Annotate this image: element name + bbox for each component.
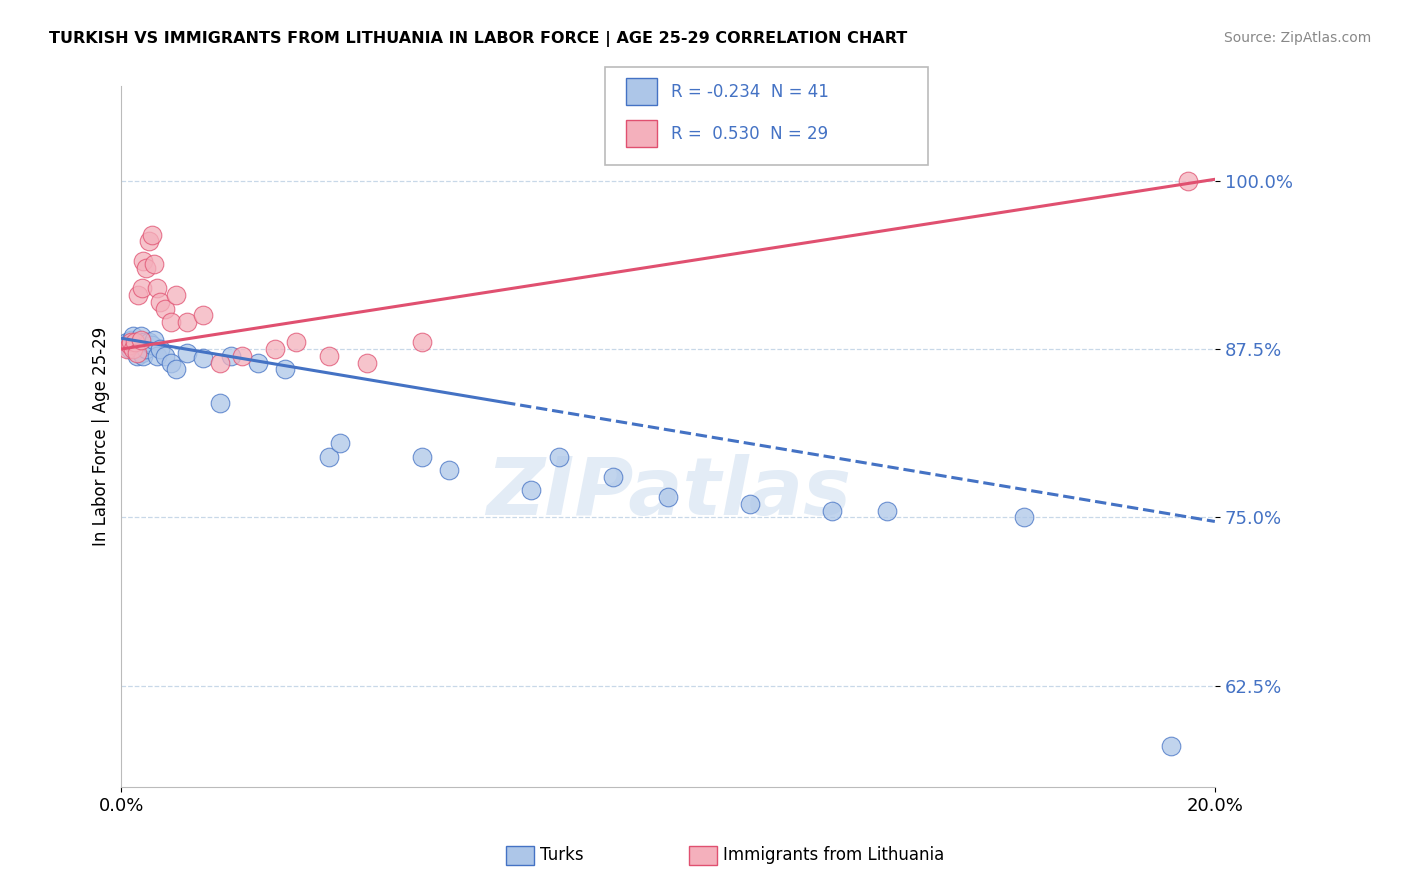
Point	[125, 349, 148, 363]
Point	[159, 315, 181, 329]
Text: R = -0.234  N = 41: R = -0.234 N = 41	[671, 83, 828, 101]
Point	[193, 309, 215, 323]
Point	[135, 342, 157, 356]
Point	[193, 351, 215, 366]
Point	[356, 355, 378, 369]
Point	[138, 234, 160, 248]
Point	[1160, 739, 1182, 754]
Point	[146, 349, 169, 363]
Point	[318, 349, 340, 363]
Y-axis label: In Labor Force | Age 25-29: In Labor Force | Age 25-29	[93, 327, 110, 546]
Point	[128, 342, 150, 356]
Point	[520, 483, 543, 498]
Point	[127, 288, 149, 302]
Point	[153, 301, 176, 316]
Text: ZIPatlas: ZIPatlas	[485, 454, 851, 532]
Point	[120, 335, 142, 350]
Point	[115, 342, 138, 356]
Point	[141, 227, 163, 242]
Text: R =  0.530  N = 29: R = 0.530 N = 29	[671, 125, 828, 143]
Point	[143, 257, 166, 271]
Point	[329, 436, 352, 450]
Point	[129, 333, 152, 347]
Point	[176, 315, 198, 329]
Point	[149, 342, 172, 356]
Point	[115, 335, 138, 350]
Point	[153, 349, 176, 363]
Point	[118, 338, 141, 352]
Point	[231, 349, 253, 363]
Point	[1177, 174, 1199, 188]
Point	[208, 355, 231, 369]
Point	[318, 450, 340, 464]
Point	[124, 335, 146, 350]
Point	[129, 328, 152, 343]
Point	[141, 338, 163, 352]
Point	[411, 450, 433, 464]
Point	[122, 328, 145, 343]
Point	[263, 342, 285, 356]
Point	[439, 463, 461, 477]
Point	[165, 288, 187, 302]
Point	[411, 335, 433, 350]
Point	[132, 349, 155, 363]
Point	[208, 396, 231, 410]
Text: Source: ZipAtlas.com: Source: ZipAtlas.com	[1223, 31, 1371, 45]
Point	[131, 281, 153, 295]
Point	[120, 333, 142, 347]
Point	[547, 450, 569, 464]
Point	[131, 346, 153, 360]
Text: Turks: Turks	[540, 847, 583, 864]
Point	[132, 254, 155, 268]
Point	[176, 346, 198, 360]
Point	[219, 349, 242, 363]
Point	[146, 281, 169, 295]
Point	[127, 335, 149, 350]
Point	[143, 333, 166, 347]
Point	[657, 490, 679, 504]
Point	[740, 497, 762, 511]
Point	[602, 470, 624, 484]
Point	[122, 342, 145, 356]
Point	[134, 335, 156, 350]
Point	[821, 504, 844, 518]
Text: TURKISH VS IMMIGRANTS FROM LITHUANIA IN LABOR FORCE | AGE 25-29 CORRELATION CHAR: TURKISH VS IMMIGRANTS FROM LITHUANIA IN …	[49, 31, 907, 47]
Point	[149, 294, 172, 309]
Point	[159, 355, 181, 369]
Text: Immigrants from Lithuania: Immigrants from Lithuania	[723, 847, 943, 864]
Point	[125, 346, 148, 360]
Point	[124, 342, 146, 356]
Point	[247, 355, 270, 369]
Point	[285, 335, 308, 350]
Point	[135, 261, 157, 276]
Point	[165, 362, 187, 376]
Point	[876, 504, 898, 518]
Point	[274, 362, 297, 376]
Point	[121, 338, 143, 352]
Point	[118, 342, 141, 356]
Point	[138, 335, 160, 350]
Point	[1012, 510, 1035, 524]
